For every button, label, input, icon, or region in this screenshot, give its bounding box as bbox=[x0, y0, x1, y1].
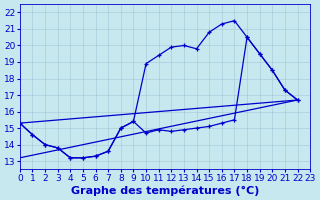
X-axis label: Graphe des températures (°C): Graphe des températures (°C) bbox=[71, 185, 259, 196]
